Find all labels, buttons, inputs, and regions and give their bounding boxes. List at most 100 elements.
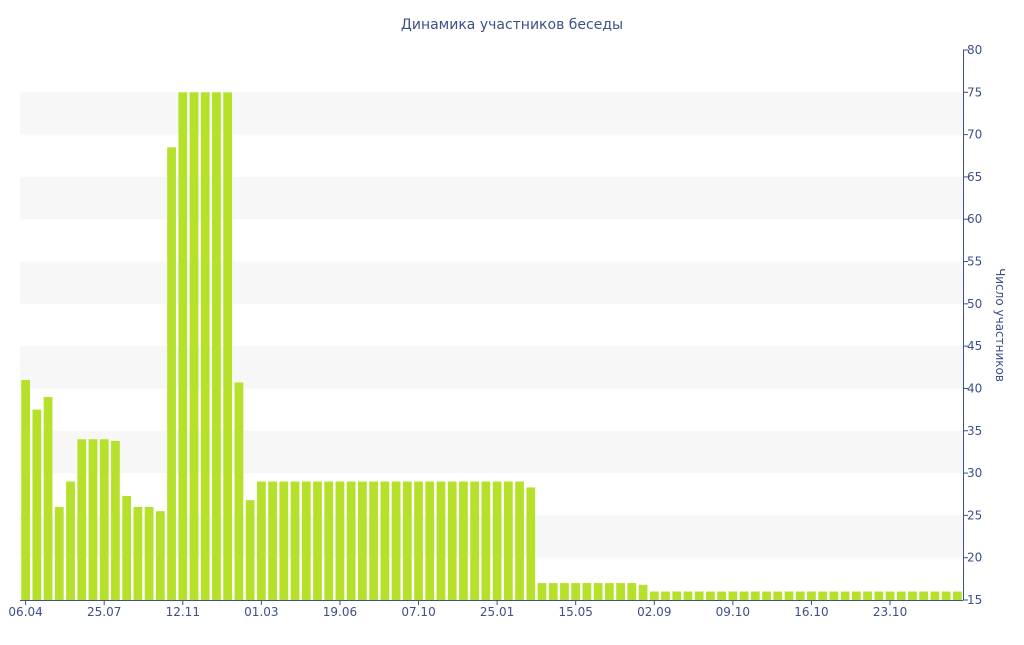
y-tick-label: 20 [967, 551, 982, 565]
bar [829, 591, 839, 600]
bars [21, 92, 962, 600]
axes: 15 20 25 30 35 40 45 50 55 60 65 70 75 80 06.04 25.07 12… [8, 43, 982, 619]
bar [256, 481, 266, 600]
bar [32, 409, 42, 600]
x-tick-label: 15.05 [559, 605, 593, 619]
y-tick-label: 75 [967, 85, 982, 99]
bar [537, 583, 547, 600]
bar [571, 583, 581, 600]
y-tick-label: 60 [967, 212, 982, 226]
x-tick-label: 19.06 [323, 605, 357, 619]
bar [773, 591, 783, 600]
x-tick-label: 02.09 [637, 605, 671, 619]
y-tick-label: 35 [967, 424, 982, 438]
bar [189, 92, 199, 600]
bar [144, 506, 154, 600]
bar [358, 481, 367, 600]
bar [346, 481, 356, 600]
bar [88, 439, 98, 600]
bar [548, 583, 558, 600]
y-tick-label: 50 [967, 297, 982, 311]
bar [728, 591, 738, 600]
bar [212, 92, 221, 600]
bar [896, 591, 906, 600]
bar [694, 591, 704, 600]
bar [661, 591, 670, 600]
y-tick-label: 55 [967, 255, 982, 269]
x-tick-label: 23.10 [873, 605, 907, 619]
bar [840, 591, 850, 600]
x-tick-label: 16.10 [794, 605, 828, 619]
bar [874, 591, 884, 600]
bar [885, 591, 895, 600]
bar [593, 583, 603, 600]
grid-band [20, 176, 963, 220]
grid-band [20, 346, 963, 389]
bar [717, 591, 727, 600]
y-tick-label: 25 [967, 508, 982, 522]
y-tick-label: 70 [967, 128, 982, 142]
bar [784, 591, 794, 600]
bar [223, 92, 233, 600]
x-tick-label: 25.01 [480, 605, 514, 619]
bar [627, 583, 637, 600]
bar [290, 481, 300, 600]
bar [279, 481, 289, 600]
bar [66, 481, 75, 600]
bar [863, 591, 872, 600]
bar [503, 481, 513, 600]
x-tick-label: 09.10 [716, 605, 750, 619]
bar [560, 583, 569, 600]
bar [941, 591, 951, 600]
y-tick-label: 15 [967, 593, 982, 607]
bar [795, 591, 805, 600]
y-tick-label: 45 [967, 339, 982, 353]
bar [706, 591, 715, 600]
bar [492, 481, 502, 600]
bar [77, 439, 87, 600]
bar [750, 591, 760, 600]
y-tick-label: 40 [967, 381, 982, 395]
x-tick-label: 06.04 [8, 605, 42, 619]
bar [313, 481, 322, 600]
bar [672, 591, 682, 600]
bar [301, 481, 311, 600]
y-axis-label: Число участников [993, 268, 1007, 382]
bar [470, 481, 480, 600]
bar [122, 495, 132, 600]
x-tick-label: 12.11 [166, 605, 200, 619]
bar [481, 481, 491, 600]
grid-band [20, 92, 963, 135]
bar [851, 591, 861, 600]
bar [818, 591, 828, 600]
bar [683, 591, 693, 600]
bar [526, 487, 536, 600]
x-tick-label: 01.03 [244, 605, 278, 619]
bar [616, 583, 625, 600]
grid-band [20, 261, 963, 304]
bar [178, 92, 188, 600]
bar [43, 396, 53, 600]
grid-band [20, 515, 963, 558]
y-tick-label: 80 [967, 43, 982, 57]
bar [515, 481, 524, 600]
bar [335, 481, 345, 600]
bar [605, 583, 614, 600]
bar [739, 591, 749, 600]
bar [425, 481, 435, 600]
bar [762, 591, 771, 600]
bar [245, 500, 255, 600]
bar [582, 583, 592, 600]
x-tick-label: 25.07 [87, 605, 121, 619]
bar [391, 481, 401, 600]
bar [200, 92, 210, 600]
bar [908, 591, 917, 600]
bar [649, 591, 659, 600]
bar [447, 481, 457, 600]
bar [324, 481, 334, 600]
y-tick-label: 30 [967, 466, 982, 480]
bar [167, 147, 176, 600]
bar [414, 481, 423, 600]
